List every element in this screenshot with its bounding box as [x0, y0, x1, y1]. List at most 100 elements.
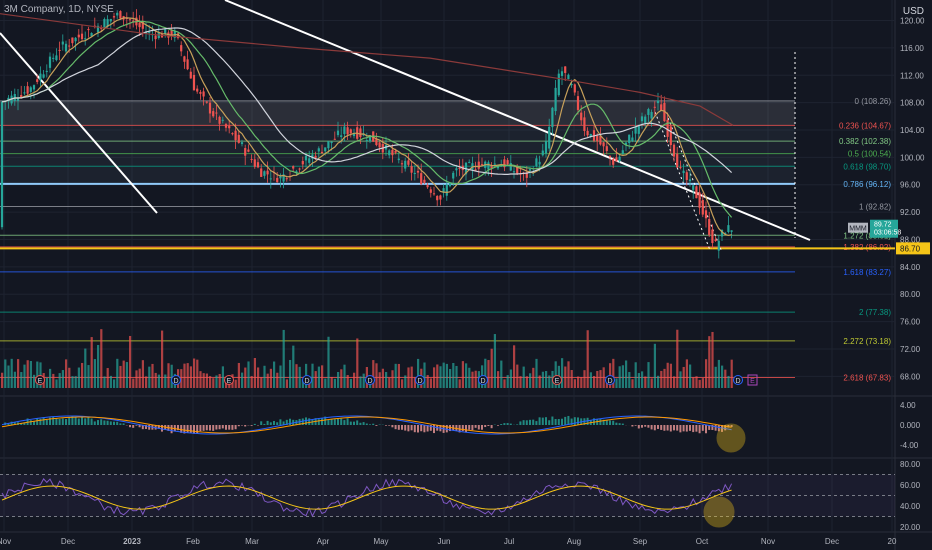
candle-body — [442, 188, 445, 193]
volume-bar — [724, 369, 727, 388]
volume-bar — [359, 376, 362, 388]
candle-body — [260, 168, 263, 177]
volume-bar — [295, 364, 298, 388]
candle-body — [192, 74, 196, 91]
candle-body — [474, 169, 477, 171]
volume-bar — [106, 368, 109, 388]
macd-histogram-bar — [317, 419, 320, 425]
macd-histogram-bar — [471, 425, 474, 431]
macd-histogram-bar — [250, 425, 253, 426]
candle-body — [490, 166, 493, 169]
time-axis-label: Apr — [317, 537, 330, 546]
volume-bar — [327, 336, 330, 388]
volume-bar — [372, 360, 375, 388]
macd-histogram-bar — [573, 417, 576, 425]
volume-bar — [439, 366, 442, 388]
volume-bar — [682, 366, 685, 388]
macd-histogram-bar — [541, 417, 544, 425]
volume-bar — [7, 365, 10, 388]
candle-body — [445, 184, 448, 196]
candle-body — [660, 104, 663, 111]
macd-histogram-bar — [218, 425, 221, 430]
volume-bar — [148, 366, 151, 388]
volume-bar — [391, 370, 394, 388]
volume-bar — [45, 377, 48, 388]
candle-body — [244, 148, 247, 156]
macd-tick-label: 4.00 — [900, 401, 916, 410]
macd-histogram-bar — [279, 419, 282, 425]
macd-histogram-bar — [385, 425, 387, 426]
candle-body — [650, 111, 653, 119]
volume-bar — [340, 369, 343, 388]
volume-bar — [292, 345, 295, 388]
candle-body — [685, 172, 688, 180]
price-tick-label: 112.00 — [900, 71, 924, 80]
volume-bar — [612, 358, 615, 388]
macd-line — [1, 415, 732, 435]
macd-histogram-bar — [551, 416, 554, 425]
macd-histogram-bar — [644, 425, 647, 427]
volume-bar — [471, 371, 474, 388]
volume-bar — [97, 344, 100, 388]
macd-histogram-bar — [673, 425, 675, 431]
support-tag — [896, 242, 930, 255]
rsi-tick-label: 40.00 — [900, 502, 921, 511]
candle-body — [532, 171, 535, 173]
volume-bar — [381, 368, 384, 388]
macd-histogram-bar — [106, 420, 109, 425]
macd-histogram-bar — [209, 425, 211, 431]
candle-body — [586, 130, 589, 136]
volume-bar — [145, 376, 148, 388]
macd-histogram-bar — [215, 425, 218, 430]
macd-histogram-bar — [596, 419, 599, 425]
volume-bar — [180, 369, 183, 388]
macd-histogram-bar — [356, 420, 359, 425]
currency-label[interactable]: USD — [902, 6, 924, 17]
volume-bar — [541, 371, 544, 388]
candle-body — [640, 116, 644, 122]
candle-body — [148, 31, 151, 33]
volume-bar — [29, 360, 32, 388]
candle-body — [250, 158, 253, 160]
candle-body — [314, 155, 317, 158]
rsi-line — [1, 478, 733, 518]
macd-histogram-bar — [669, 425, 672, 432]
volume-bar — [506, 375, 509, 388]
time-axis-label: Oct — [696, 537, 709, 546]
rsi-tick-label: 80.00 — [900, 460, 921, 469]
macd-histogram-bar — [228, 425, 231, 430]
candle-body — [77, 34, 80, 38]
ma-long-line — [1, 27, 733, 175]
candle-body — [282, 174, 285, 182]
candle-body — [308, 158, 311, 163]
macd-histogram-bar — [81, 417, 83, 425]
candle-body — [528, 169, 532, 171]
fib-label: 1 (92.82) — [859, 202, 891, 211]
candle-body — [138, 22, 141, 28]
fib-label: 2.618 (67.83) — [843, 373, 891, 382]
volume-bar — [129, 335, 132, 388]
price-tick-label: 96.00 — [900, 181, 921, 190]
volume-bar — [247, 361, 250, 388]
candle-body — [0, 101, 4, 228]
macd-histogram-bar — [55, 418, 58, 425]
volume-bar — [583, 370, 586, 388]
candle-body — [32, 85, 36, 90]
volume-bar — [132, 378, 135, 388]
macd-histogram-bar — [602, 419, 605, 425]
candle-body — [724, 232, 727, 234]
macd-histogram-bar — [487, 425, 490, 427]
candle-body — [583, 117, 586, 131]
macd-histogram-bar — [52, 416, 55, 425]
volume-bar — [321, 365, 324, 388]
event-marker-label: D — [173, 378, 178, 385]
candle-body — [132, 20, 135, 22]
price-tick-label: 84.00 — [900, 263, 921, 272]
volume-bar — [77, 367, 80, 388]
macd-histogram-bar — [695, 425, 698, 432]
candle-body — [253, 159, 256, 167]
macd-histogram-bar — [372, 423, 375, 425]
volume-bar — [125, 362, 128, 388]
event-marker-label: D — [607, 378, 612, 385]
